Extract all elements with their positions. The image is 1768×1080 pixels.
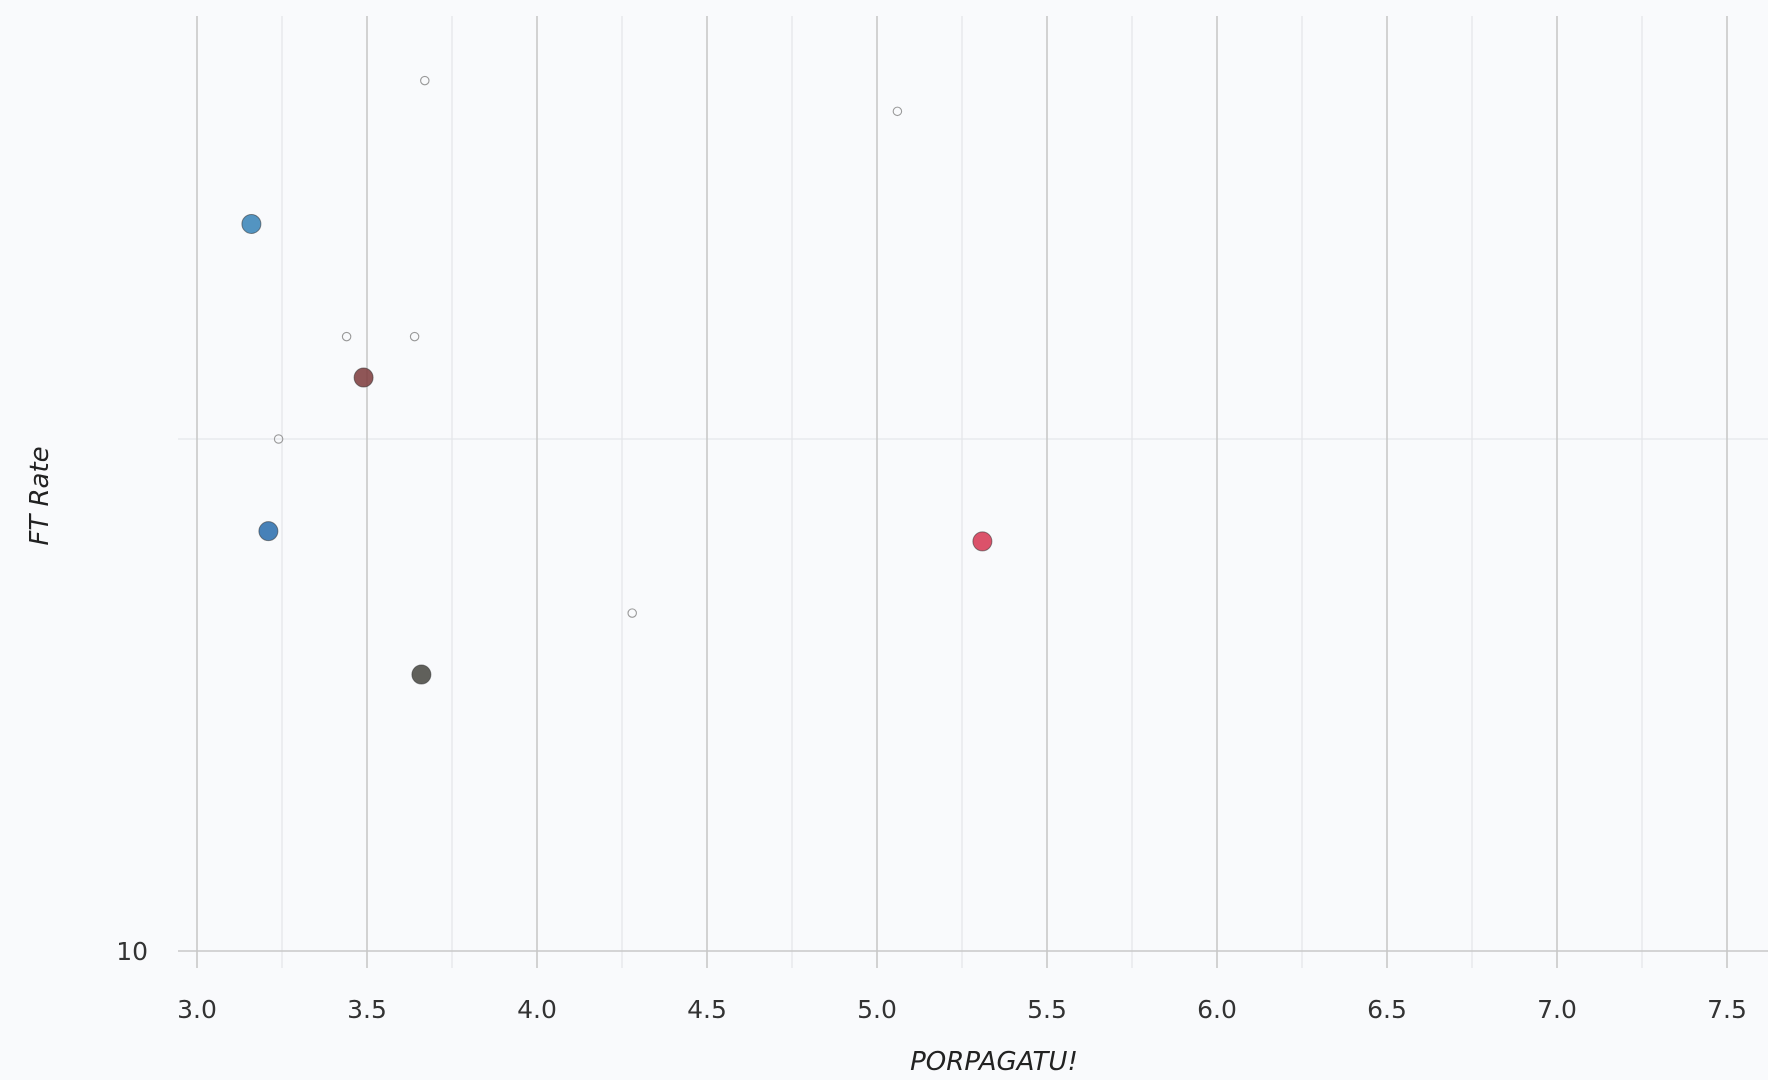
major-gridlines xyxy=(178,16,1768,968)
data-point-small xyxy=(627,608,637,618)
data-point-highlighted xyxy=(241,213,262,234)
y-axis-label: FT Rate xyxy=(25,446,55,545)
y-axis-ticks: 102030405060708090100 xyxy=(116,937,148,966)
data-point-highlighted xyxy=(258,521,279,542)
x-tick-label: 6.0 xyxy=(1197,995,1237,1024)
data-point-small xyxy=(409,331,420,342)
x-tick-label: 6.5 xyxy=(1367,995,1407,1024)
data-point-highlighted xyxy=(411,664,432,685)
x-tick-label: 3.5 xyxy=(347,995,387,1024)
x-tick-label: 5.5 xyxy=(1027,995,1067,1024)
x-tick-label: 4.0 xyxy=(517,995,557,1024)
x-axis-label: PORPAGATU! xyxy=(910,1047,1078,1076)
minor-gridlines xyxy=(178,16,1768,968)
y-tick-label: 10 xyxy=(116,937,148,966)
data-point-highlighted xyxy=(972,531,993,552)
data-point-highlighted xyxy=(353,367,374,388)
x-tick-label: 3.0 xyxy=(177,995,217,1024)
data-point-small xyxy=(892,106,903,117)
x-tick-label: 5.0 xyxy=(857,995,897,1024)
data-point-small xyxy=(341,331,352,342)
x-axis-ticks: 3.0 3.5 4.0 4.5 5.0 5.5 6.0 6.5 7.0 7.5 xyxy=(177,995,1747,1024)
highlighted-points xyxy=(241,213,993,685)
x-tick-label: 7.0 xyxy=(1537,995,1577,1024)
data-point-small xyxy=(273,434,284,444)
data-point-small xyxy=(420,75,430,86)
x-tick-label: 4.5 xyxy=(687,995,727,1024)
background-points xyxy=(273,75,903,618)
x-tick-label: 7.5 xyxy=(1707,995,1747,1024)
